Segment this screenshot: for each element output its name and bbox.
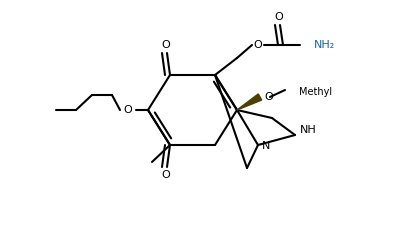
- Text: NH₂: NH₂: [314, 40, 335, 50]
- Text: O: O: [124, 105, 132, 115]
- Text: O: O: [264, 92, 273, 102]
- Text: O: O: [162, 170, 171, 180]
- Text: Methyl: Methyl: [299, 87, 332, 97]
- Text: N: N: [262, 141, 270, 151]
- Text: O: O: [254, 40, 262, 50]
- Polygon shape: [237, 94, 262, 110]
- Text: O: O: [162, 40, 171, 50]
- Text: NH: NH: [300, 125, 317, 135]
- Text: O: O: [275, 12, 283, 22]
